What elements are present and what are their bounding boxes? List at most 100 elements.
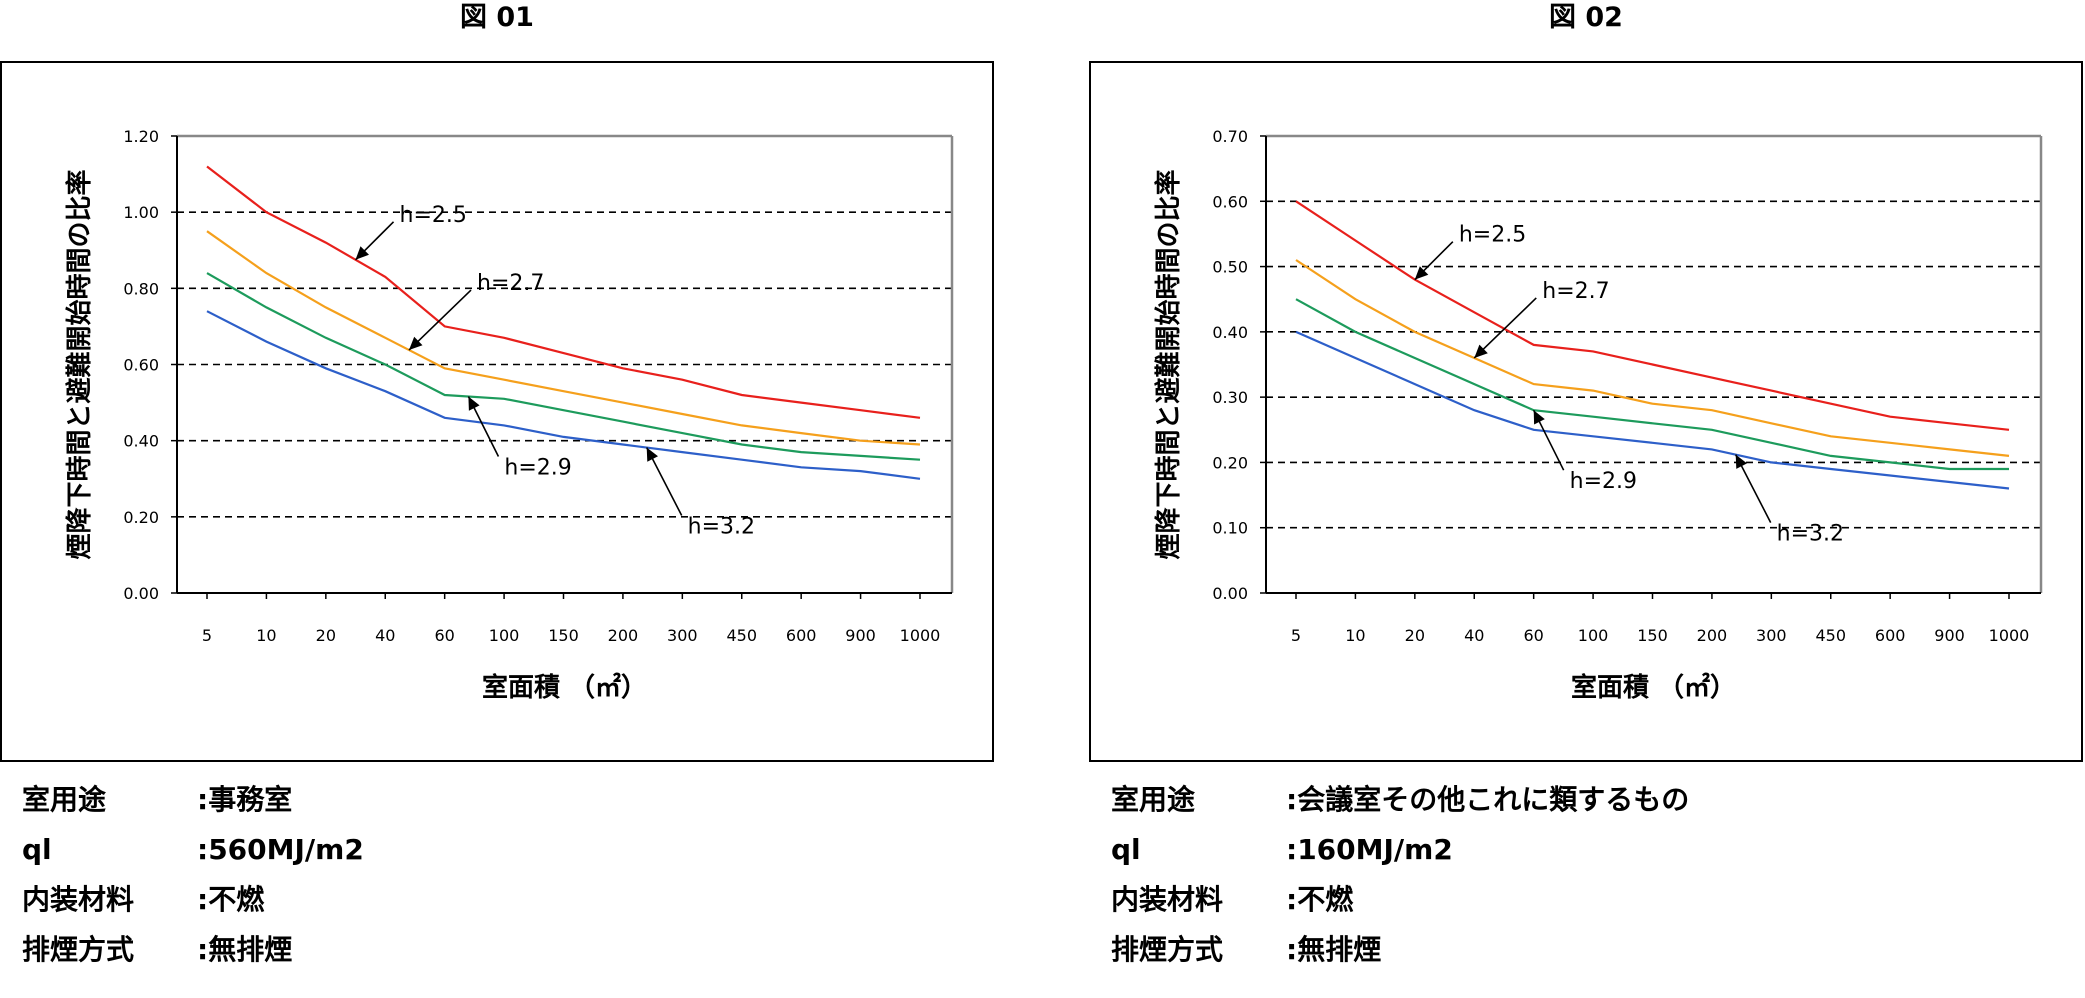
x-tick-label: 600: [786, 626, 817, 645]
figure-2-info: 室用途 会議室その他これに類するもの ql 160MJ/m2 内装材料 不燃 排煙方式…: [1111, 775, 2085, 975]
annotation-arrowhead: [468, 396, 480, 411]
info-row-smoke: 排煙方式 無排煙: [22, 925, 1016, 975]
info-value: 無排煙: [197, 925, 292, 975]
y-tick-label: 0.20: [1212, 453, 1248, 472]
series-line-h-2.5: [206, 165, 921, 419]
info-value: 不燃: [1286, 875, 1353, 925]
y-tick-label: 0.70: [1212, 127, 1248, 146]
x-tick-label: 100: [1578, 626, 1609, 645]
info-row-interior: 内装材料 不燃: [1111, 875, 2085, 925]
x-tick-label: 5: [1291, 626, 1301, 645]
info-value: 事務室: [197, 775, 292, 825]
x-tick-label: 900: [1934, 626, 1965, 645]
y-tick-label: 0.00: [1212, 584, 1248, 603]
figure-1-info: 室用途 事務室 ql 560MJ/m2 内装材料 不燃 排煙方式 無排煙: [22, 775, 1016, 975]
y-tick-label: 0.40: [1212, 323, 1248, 342]
y-tick-label: 0.80: [123, 279, 159, 298]
x-tick-label: 600: [1875, 626, 1906, 645]
y-tick-label: 0.20: [123, 508, 159, 527]
info-key: 内装材料: [22, 883, 135, 916]
x-tick-label: 10: [256, 626, 276, 645]
x-tick-label: 300: [667, 626, 698, 645]
info-key: 室用途: [1111, 783, 1196, 816]
info-value: 160MJ/m2: [1286, 825, 1453, 875]
y-axis-title: 煙降下時間と避難開始時間の比率: [1153, 169, 1184, 559]
x-tick-label: 1000: [900, 626, 941, 645]
figure-1-chart: 0.00 0.20 0.40 0.60 0.80 1.00 1.20 5 10 20 40 60 100…: [64, 127, 954, 703]
info-row-ql: ql 560MJ/m2: [22, 825, 1016, 875]
figure-2-frame: 0.00 0.10 0.20 0.30 0.40 0.50 0.60 0.70 5 10 20 40 6…: [1089, 61, 2083, 762]
info-row-interior: 内装材料 不燃: [22, 875, 1016, 925]
y-tick-label: 0.60: [123, 356, 159, 375]
x-tick-label: 20: [316, 626, 336, 645]
annotation-label: h=2.5: [1459, 223, 1526, 248]
annotation-arrowhead: [409, 336, 423, 350]
x-tick-label: 40: [375, 626, 395, 645]
x-tick-label: 300: [1756, 626, 1787, 645]
x-tick-label: 450: [726, 626, 757, 645]
annotation-label: h=2.7: [477, 271, 544, 296]
annotation-arrowhead: [1474, 344, 1488, 358]
series-line-h-3.2: [1295, 330, 2010, 490]
annotation-arrowhead: [1533, 410, 1545, 425]
info-row-usage: 室用途 会議室その他これに類するもの: [1111, 775, 2085, 825]
annotation-label: h=2.9: [1570, 469, 1637, 494]
series-line-h-2.7: [206, 230, 921, 446]
annotation-label: h=2.5: [400, 203, 467, 228]
info-value: 無排煙: [1286, 925, 1381, 975]
y-tick-label: 0.40: [123, 432, 159, 451]
y-axis-title: 煙降下時間と避難開始時間の比率: [64, 169, 95, 559]
x-tick-label: 200: [1697, 626, 1728, 645]
annotation-arrowhead: [355, 246, 369, 260]
y-tick-label: 0.00: [123, 584, 159, 603]
annotation-arrowhead: [646, 447, 658, 462]
x-tick-label: 200: [608, 626, 639, 645]
x-tick-label: 1000: [1989, 626, 2030, 645]
y-tick-label: 1.20: [123, 127, 159, 146]
x-axis-title: 室面積 （㎡）: [482, 672, 647, 703]
annotation-label: h=2.7: [1542, 279, 1609, 304]
y-tick-label: 0.50: [1212, 258, 1248, 277]
info-row-smoke: 排煙方式 無排煙: [1111, 925, 2085, 975]
series-line-h-3.2: [206, 310, 921, 480]
x-tick-label: 10: [1345, 626, 1365, 645]
figure-2-chart: 0.00 0.10 0.20 0.30 0.40 0.50 0.60 0.70 5 10 20 40 6…: [1153, 127, 2043, 703]
annotation-label: h=3.2: [1777, 522, 1844, 547]
figure-1-title: 図 01: [460, 2, 534, 33]
annotation-label: h=2.9: [504, 455, 571, 480]
x-axis-title: 室面積 （㎡）: [1571, 672, 1736, 703]
annotation-arrow-line: [408, 289, 472, 351]
series-line-h-2.9: [206, 272, 921, 461]
info-key: 排煙方式: [22, 933, 135, 966]
figure-1-frame: 0.00 0.20 0.40 0.60 0.80 1.00 1.20 5 10 20 40 60 100…: [0, 61, 994, 762]
info-key: ql: [22, 833, 52, 866]
y-tick-label: 1.00: [123, 203, 159, 222]
info-key: 室用途: [22, 783, 107, 816]
x-tick-label: 900: [845, 626, 876, 645]
annotation-arrowhead: [1735, 454, 1747, 469]
annotation-arrowhead: [1414, 266, 1429, 280]
x-tick-label: 20: [1405, 626, 1425, 645]
series-line-h-2.5: [1295, 200, 2010, 431]
y-tick-label: 0.10: [1212, 519, 1248, 538]
series-line-h-2.7: [1295, 259, 2010, 457]
info-value: 会議室その他これに類するもの: [1286, 775, 1689, 825]
x-tick-label: 40: [1464, 626, 1484, 645]
x-tick-label: 60: [1523, 626, 1543, 645]
y-tick-label: 0.30: [1212, 388, 1248, 407]
x-tick-label: 60: [434, 626, 454, 645]
y-tick-label: 0.60: [1212, 192, 1248, 211]
figure-2-title: 図 02: [1549, 2, 1623, 33]
info-row-ql: ql 160MJ/m2: [1111, 825, 2085, 875]
x-tick-label: 150: [548, 626, 579, 645]
info-key: 排煙方式: [1111, 933, 1224, 966]
x-tick-label: 450: [1815, 626, 1846, 645]
info-key: ql: [1111, 833, 1141, 866]
info-value: 不燃: [197, 875, 264, 925]
info-row-usage: 室用途 事務室: [22, 775, 1016, 825]
annotation-arrow-line: [1473, 297, 1537, 359]
info-key: 内装材料: [1111, 883, 1224, 916]
info-value: 560MJ/m2: [197, 825, 364, 875]
series-line-h-2.9: [1295, 298, 2009, 471]
x-tick-label: 100: [489, 626, 520, 645]
